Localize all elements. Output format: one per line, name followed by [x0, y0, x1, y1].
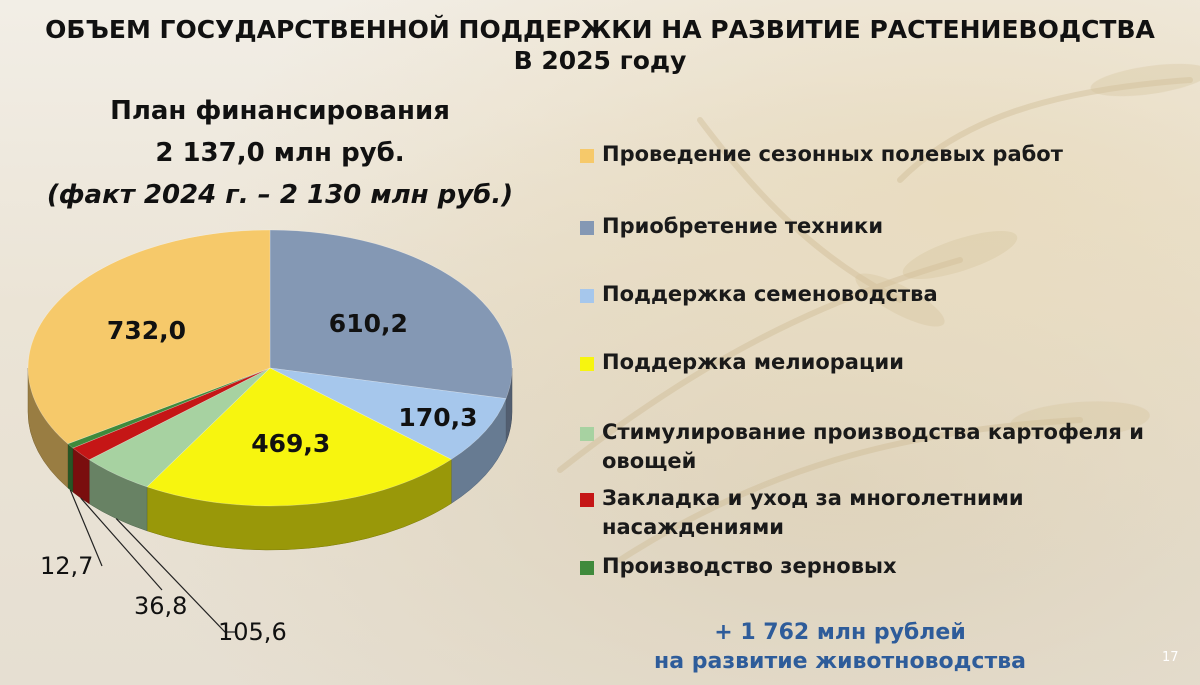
legend-item-1: Приобретение техники — [580, 212, 1190, 241]
legend-swatch-1 — [580, 221, 594, 235]
title-line-2: В 2025 году — [513, 46, 687, 75]
livestock-note: + 1 762 млн рублей на развитие животново… — [620, 618, 1060, 676]
data-label-4: 105,6 — [218, 618, 287, 646]
legend-swatch-0 — [580, 149, 594, 163]
slice-5 — [72, 367, 271, 461]
legend-item-3: Поддержка мелиорации — [580, 348, 1190, 377]
slice-2 — [269, 367, 507, 460]
legend-item-6: Производство зерновых — [580, 552, 1190, 581]
plan-heading: План финансирования — [110, 96, 450, 126]
legend-swatch-4 — [580, 427, 594, 441]
legend-label-3: Поддержка мелиорации — [602, 350, 904, 374]
legend-swatch-3 — [580, 357, 594, 371]
data-label-1: 610,2 — [329, 309, 408, 338]
legend-item-0: Проведение сезонных полевых работ — [580, 140, 1190, 169]
legend-label-6: Производство зерновых — [602, 554, 897, 578]
legend-label-2: Поддержка семеноводства — [602, 282, 938, 306]
legend-swatch-2 — [580, 289, 594, 303]
leader-line-5 — [80, 497, 163, 591]
legend-item-2: Поддержка семеноводства — [580, 280, 1190, 309]
slice-1 — [269, 229, 513, 399]
data-label-3: 469,3 — [251, 429, 330, 458]
data-label-0: 732,0 — [107, 316, 186, 345]
slice-6 — [67, 367, 271, 449]
legend-label-5: Закладка и уход за многолетними насажден… — [602, 486, 1024, 539]
data-label-6: 12,7 — [40, 552, 93, 580]
leader-line-4 — [115, 518, 235, 633]
slice-3 — [146, 367, 452, 507]
livestock-purpose: на развитие животноводства — [654, 649, 1026, 674]
legend-label-1: Приобретение техники — [602, 214, 884, 238]
plan-block: План финансирования 2 137,0 млн руб. (фа… — [20, 90, 540, 216]
legend-swatch-5 — [580, 493, 594, 507]
legend-swatch-6 — [580, 561, 594, 575]
slice-4 — [88, 367, 271, 488]
chart-title: ОБЪЕМ ГОСУДАРСТВЕННОЙ ПОДДЕРЖКИ НА РАЗВИ… — [0, 14, 1200, 76]
legend-item-4: Стимулирование производства картофеля и … — [580, 418, 1190, 476]
legend-label-0: Проведение сезонных полевых работ — [602, 142, 1063, 166]
plan-amount: 2 137,0 млн руб. — [155, 138, 405, 168]
leader-line-6 — [69, 489, 103, 567]
title-line-1: ОБЪЕМ ГОСУДАРСТВЕННОЙ ПОДДЕРЖКИ НА РАЗВИ… — [45, 15, 1155, 44]
livestock-amount: + 1 762 млн рублей — [714, 620, 966, 645]
slice-side-6 — [67, 443, 74, 493]
legend-label-4: Стимулирование производства картофеля и … — [602, 420, 1144, 473]
legend-item-5: Закладка и уход за многолетними насажден… — [580, 484, 1190, 542]
page-number: 17 — [1162, 650, 1179, 665]
slice-0 — [27, 229, 271, 445]
plan-fact-2024: (факт 2024 г. – 2 130 млн руб.) — [46, 180, 514, 210]
data-label-5: 36,8 — [134, 592, 187, 620]
data-label-2: 170,3 — [398, 403, 477, 432]
